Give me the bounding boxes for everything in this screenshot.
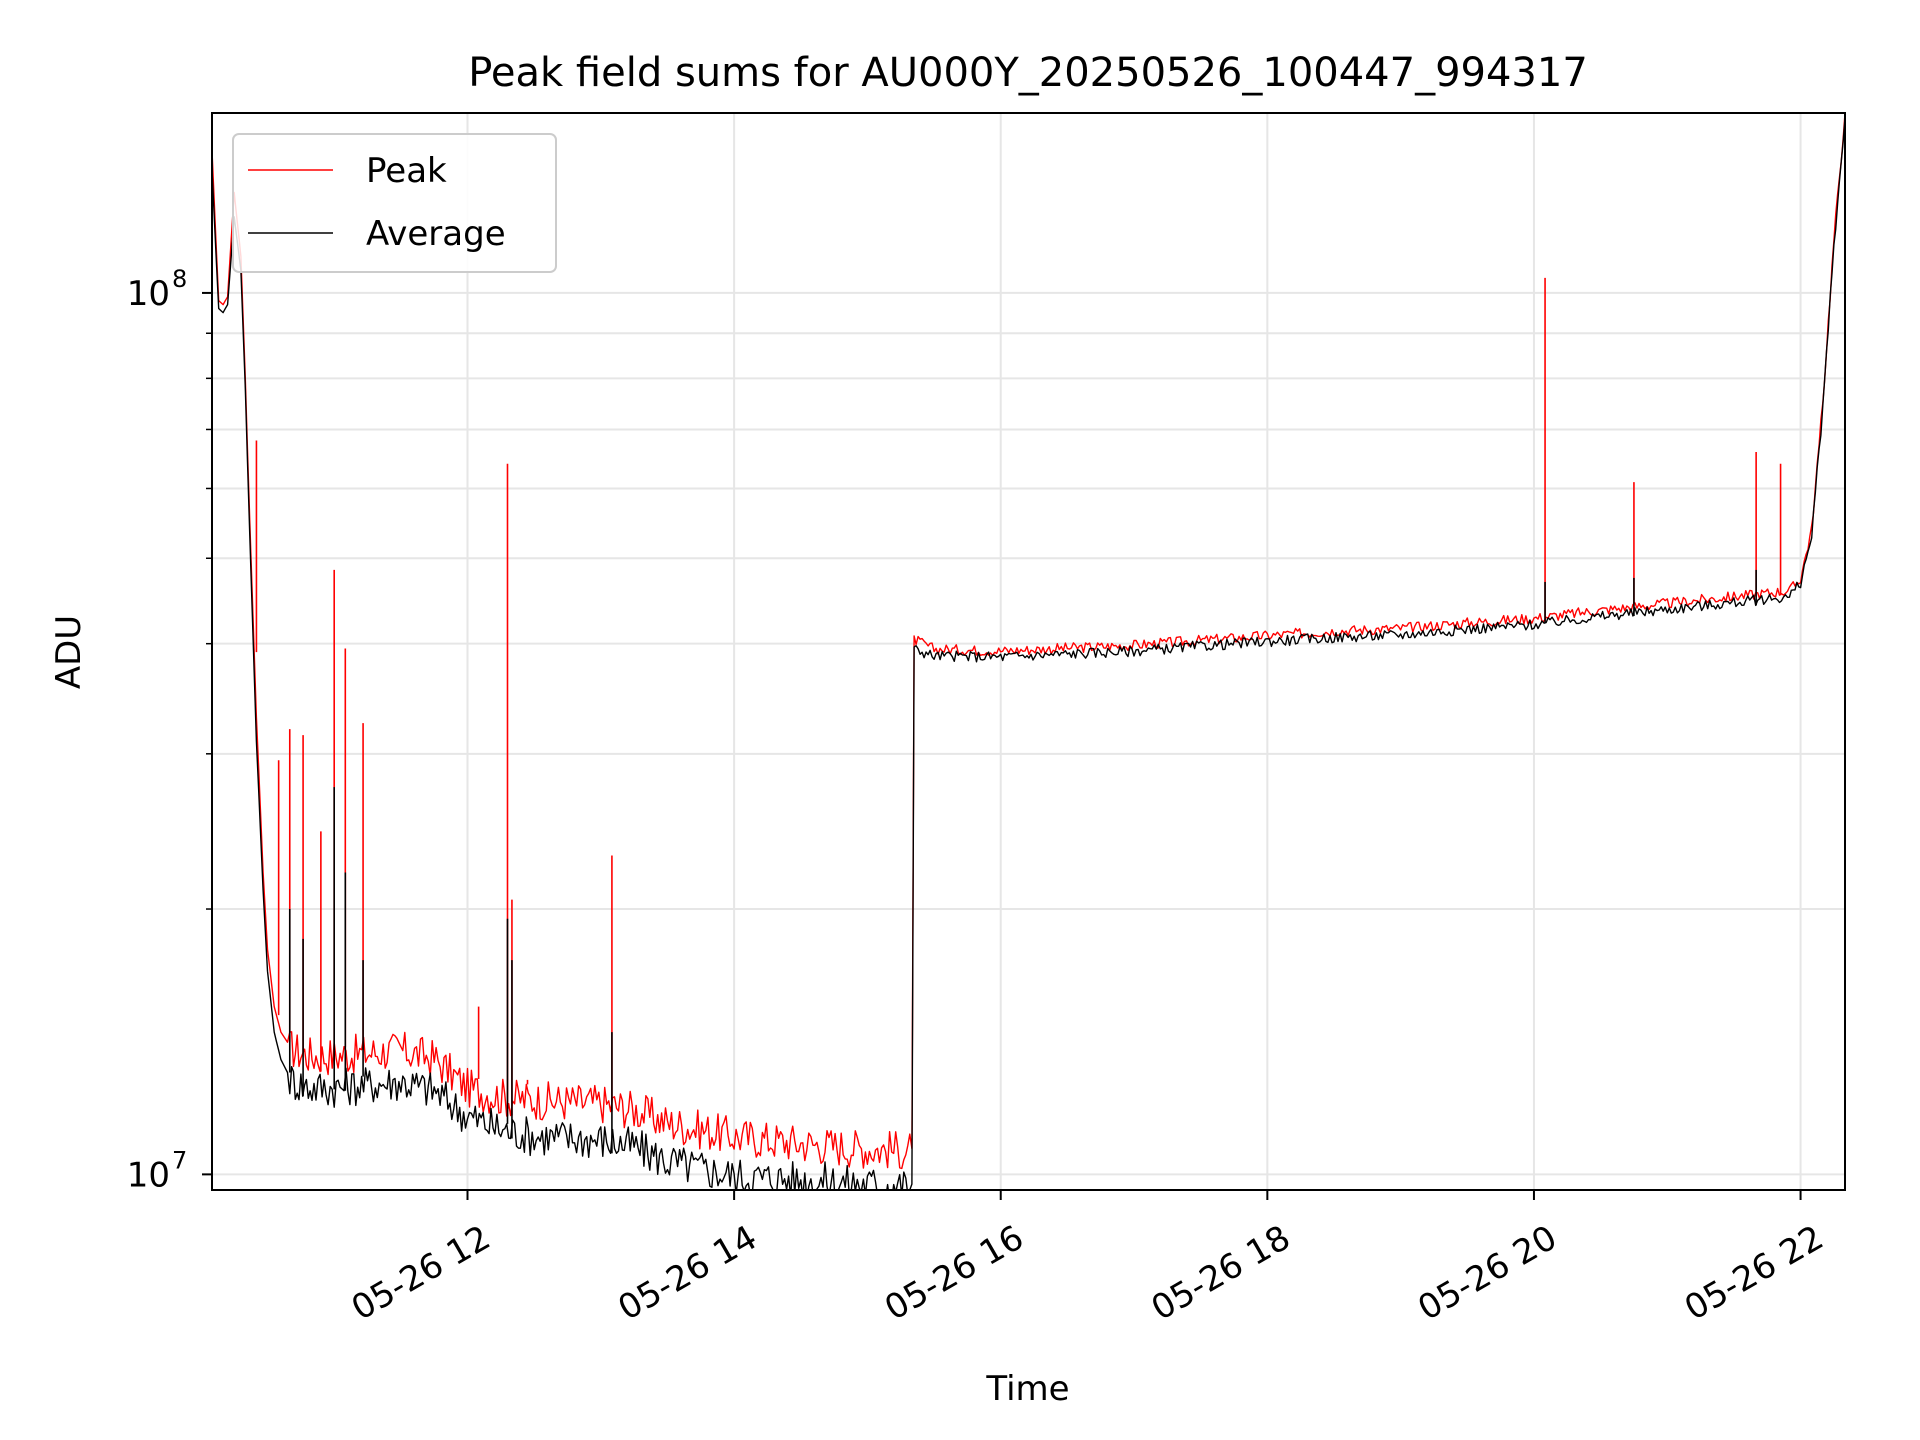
legend-label-average: Average (366, 214, 506, 254)
legend: Peak Average (232, 133, 557, 273)
plot-area (212, 113, 1845, 1190)
legend-frame (232, 133, 557, 273)
plot-frame (211, 112, 1846, 1191)
series-line-peak (212, 113, 1845, 1170)
series-average (212, 117, 1845, 1190)
series-layer (212, 113, 1845, 1190)
chart-title: Peak field sums for AU000Y_20250526_1004… (468, 50, 1588, 96)
y-axis-label: ADU (49, 615, 89, 689)
y-tick-label: 10 (127, 274, 170, 314)
x-axis-label: Time (985, 1369, 1069, 1409)
grid (212, 113, 1845, 1190)
y-tick-exponent: 7 (172, 1146, 187, 1174)
series-line-average (212, 117, 1845, 1190)
legend-label-peak: Peak (366, 151, 447, 191)
y-tick-exponent: 8 (172, 265, 187, 293)
y-tick-label: 10 (127, 1155, 170, 1195)
